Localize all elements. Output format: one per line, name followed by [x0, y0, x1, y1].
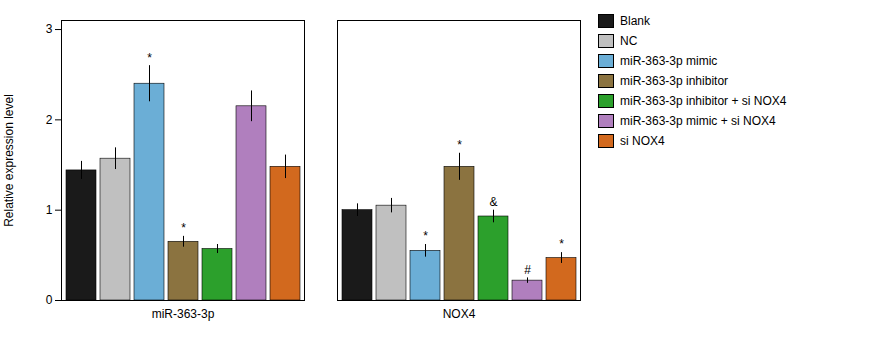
- svg-text:1: 1: [46, 203, 53, 217]
- svg-text:&: &: [489, 195, 497, 209]
- svg-text:*: *: [181, 221, 186, 235]
- svg-text:*: *: [457, 138, 462, 152]
- svg-text:3: 3: [46, 22, 53, 36]
- svg-text:Relative expression level: Relative expression level: [2, 94, 16, 227]
- html-text:Blank: Blank: [620, 14, 650, 28]
- svg-text:2: 2: [46, 113, 53, 127]
- html-text:miR-363-3p inhibitor: miR-363-3p inhibitor: [620, 74, 728, 88]
- html-text:miR-363-3p mimic + si NOX4: miR-363-3p mimic + si NOX4: [620, 114, 776, 128]
- svg-text:miR-363-3p: miR-363-3p: [152, 307, 215, 321]
- svg-text:*: *: [423, 229, 428, 243]
- svg-text:NOX4: NOX4: [443, 307, 476, 321]
- svg-text:*: *: [559, 237, 564, 251]
- svg-text:#: #: [524, 263, 531, 277]
- html-text:miR-363-3p mimic: miR-363-3p mimic: [620, 54, 718, 68]
- html-text:NC: NC: [620, 34, 638, 48]
- html-text:miR-363-3p inhibitor + si NOX4: miR-363-3p inhibitor + si NOX4: [620, 94, 787, 108]
- svg-text:*: *: [147, 51, 152, 65]
- html-text:si NOX4: si NOX4: [620, 134, 665, 148]
- svg-text:0: 0: [46, 293, 53, 307]
